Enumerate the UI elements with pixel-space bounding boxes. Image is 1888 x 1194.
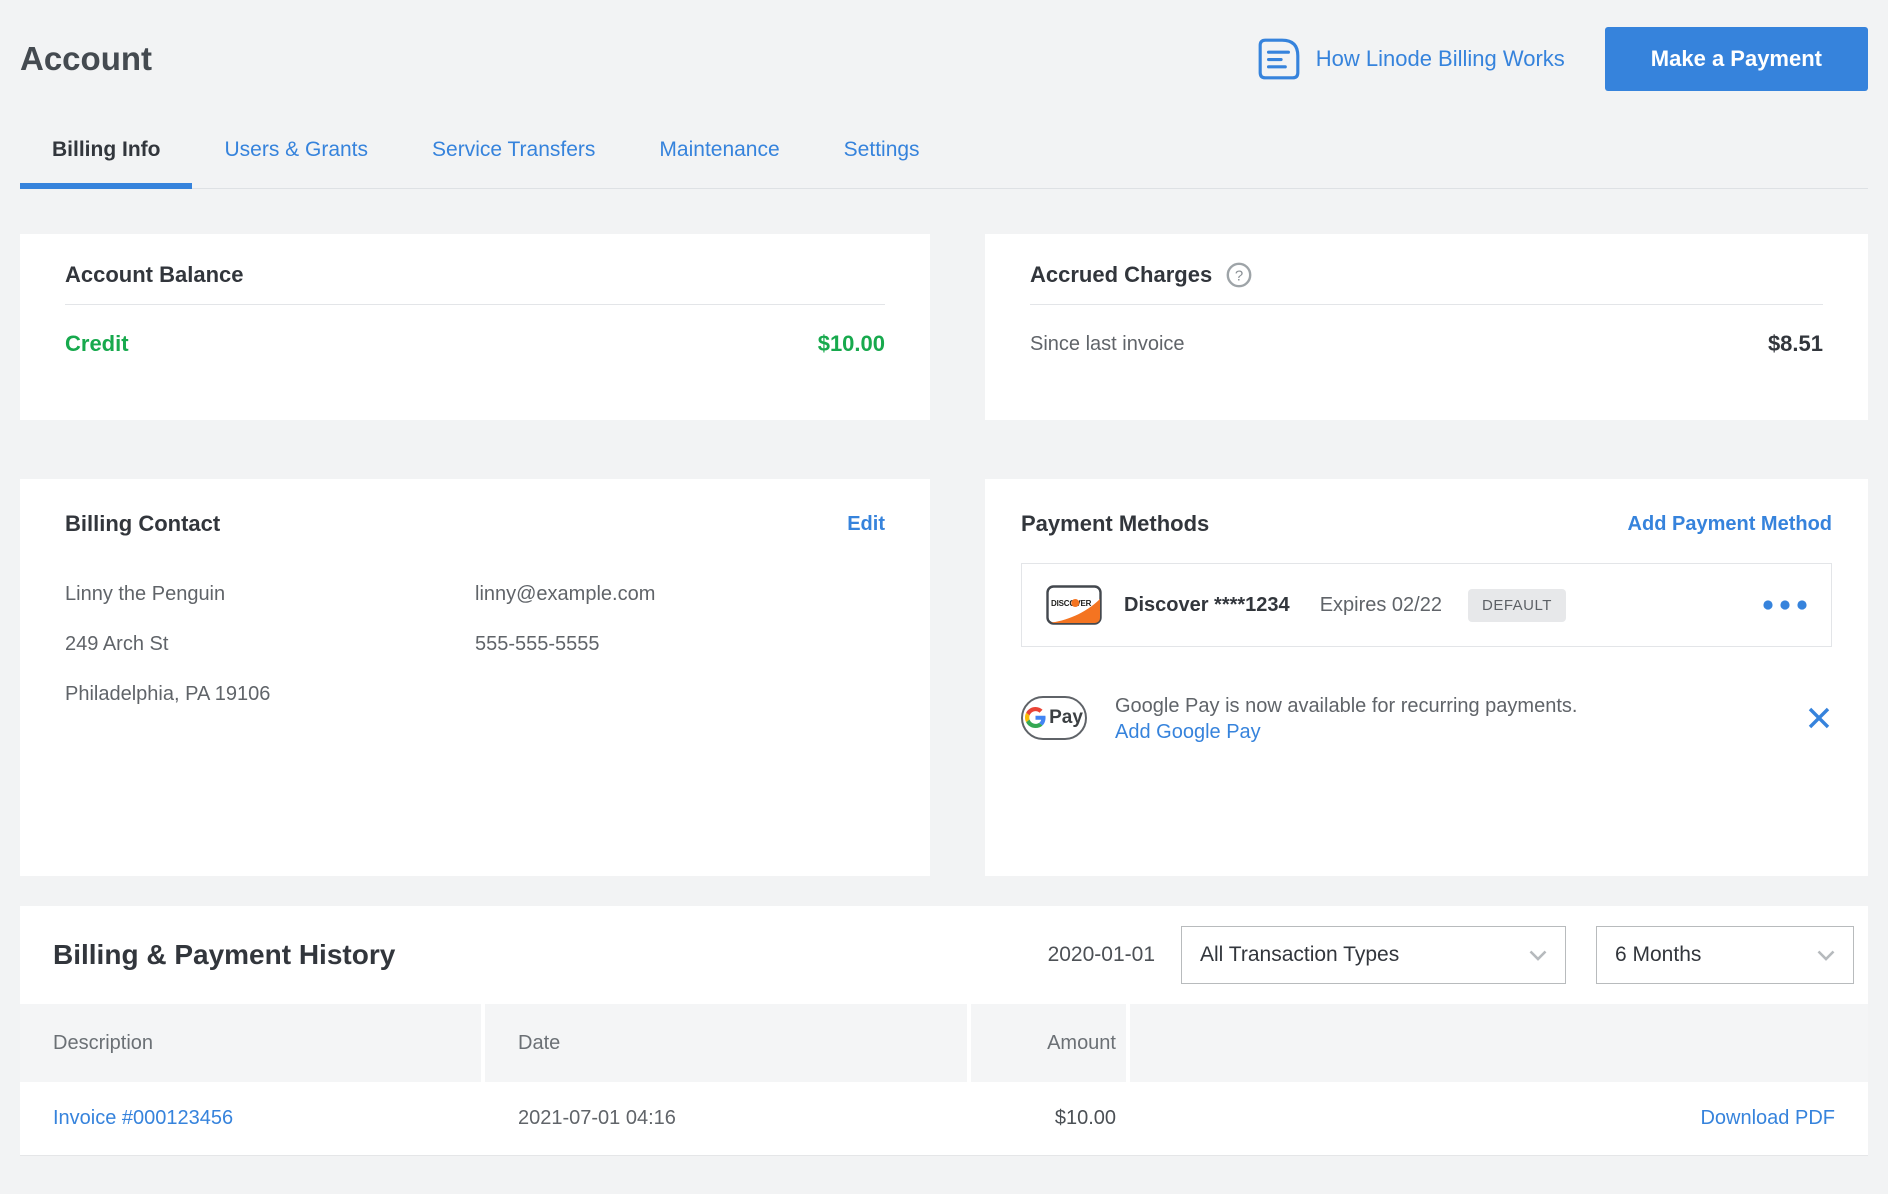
contact-email: linny@example.com	[475, 583, 656, 605]
account-balance-card: Account Balance Credit $10.00	[20, 234, 930, 420]
tab-maintenance[interactable]: Maintenance	[659, 138, 780, 161]
add-payment-method-link[interactable]: Add Payment Method	[1627, 512, 1832, 535]
top-header: Account How Linode Billing Works Make a …	[20, 0, 1868, 96]
document-icon	[1258, 38, 1300, 80]
invoice-date: 2021-07-01 04:16	[518, 1107, 676, 1129]
add-google-pay-link[interactable]: Add Google Pay	[1115, 721, 1261, 743]
invoice-amount: $10.00	[1054, 1107, 1116, 1129]
divider	[65, 304, 885, 305]
payment-methods-title: Payment Methods	[1021, 511, 1210, 536]
history-title: Billing & Payment History	[53, 939, 396, 970]
google-pay-banner: Pay Google Pay is now available for recu…	[1021, 691, 1832, 744]
account-balance-title: Account Balance	[65, 262, 244, 287]
card-number-label: Discover ****1234	[1124, 593, 1290, 616]
history-date-from-input[interactable]: 2020-01-01	[1047, 943, 1155, 966]
accrued-amount: $8.51	[1767, 331, 1823, 356]
account-tabs: Billing Info Users & Grants Service Tran…	[20, 122, 1868, 189]
contact-name: Linny the Penguin	[65, 583, 226, 605]
discover-logo-text: DISCOVER	[1051, 599, 1092, 608]
ellipsis-menu-icon[interactable]	[1763, 600, 1807, 610]
column-header-action	[1130, 1004, 1868, 1082]
svg-text:?: ?	[1235, 267, 1243, 284]
how-billing-works-link[interactable]: How Linode Billing Works	[1256, 36, 1565, 82]
date-range-select[interactable]: 6 Months	[1596, 926, 1854, 984]
billing-payment-history-card: Billing & Payment History 2020-01-01 All…	[20, 906, 1868, 1156]
tab-users-grants[interactable]: Users & Grants	[224, 138, 369, 161]
discover-card-icon: DISCOVER	[1046, 585, 1102, 625]
history-table-header: Description Date Amount	[20, 1004, 1868, 1082]
tab-settings[interactable]: Settings	[843, 138, 920, 161]
card-expiry-label: Expires 02/22	[1319, 593, 1442, 616]
contact-address2: Philadelphia, PA 19106	[65, 683, 271, 705]
chevron-down-icon	[1529, 950, 1547, 961]
accrued-charges-card: Accrued Charges ? Since last invoice $8.…	[985, 234, 1868, 420]
how-billing-works-label: How Linode Billing Works	[1315, 46, 1565, 71]
google-g-icon	[1025, 707, 1046, 728]
table-row: Invoice #000123456 2021-07-01 04:16 $10.…	[20, 1082, 1868, 1156]
invoice-link[interactable]: Invoice #000123456	[53, 1107, 234, 1129]
payment-method-row: DISCOVER Discover ****1234 Expires 02/22…	[1021, 563, 1832, 647]
credit-label: Credit	[65, 331, 129, 356]
question-mark-icon[interactable]: ?	[1226, 262, 1252, 288]
page-title: Account	[20, 40, 152, 77]
billing-contact-card: Billing Contact Edit Linny the Penguin l…	[20, 479, 930, 876]
accrued-charges-title: Accrued Charges	[1030, 262, 1213, 287]
divider	[1030, 304, 1823, 305]
tab-billing-info[interactable]: Billing Info	[20, 122, 193, 189]
edit-billing-contact-link[interactable]: Edit	[847, 512, 885, 535]
close-icon[interactable]	[1806, 705, 1832, 731]
google-pay-message: Google Pay is now available for recurrin…	[1115, 695, 1578, 717]
payment-methods-card: Payment Methods Add Payment Method DISCO…	[985, 479, 1868, 876]
default-badge: DEFAULT	[1467, 588, 1566, 622]
column-header-description[interactable]: Description	[20, 1004, 481, 1082]
credit-amount: $10.00	[817, 331, 885, 356]
column-header-date[interactable]: Date	[485, 1004, 967, 1082]
tab-service-transfers[interactable]: Service Transfers	[432, 138, 596, 161]
transaction-types-select[interactable]: All Transaction Types	[1181, 926, 1566, 984]
contact-phone: 555-555-5555	[475, 633, 600, 655]
chevron-down-icon	[1817, 950, 1835, 961]
make-a-payment-button[interactable]: Make a Payment	[1604, 27, 1868, 91]
contact-address1: 249 Arch St	[65, 633, 169, 655]
google-pay-logo-text: Pay	[1049, 706, 1083, 728]
google-pay-logo: Pay	[1021, 695, 1087, 740]
since-last-invoice-label: Since last invoice	[1030, 332, 1185, 355]
download-pdf-link[interactable]: Download PDF	[1700, 1107, 1835, 1129]
column-header-amount[interactable]: Amount	[971, 1004, 1126, 1082]
billing-contact-title: Billing Contact	[65, 511, 221, 536]
